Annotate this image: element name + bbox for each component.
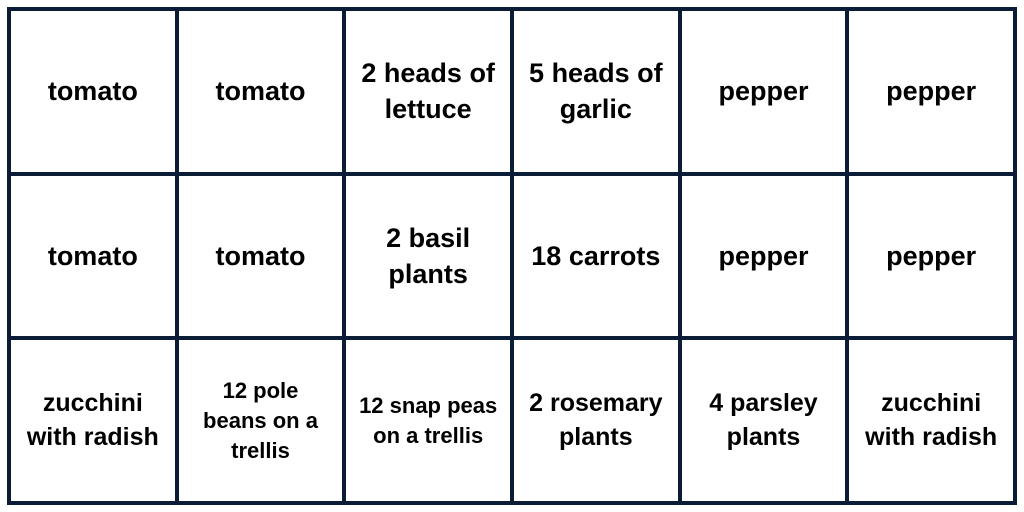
grid-cell: 2 basil plants bbox=[344, 174, 512, 339]
grid-cell: tomato bbox=[177, 174, 345, 339]
grid-cell: tomato bbox=[177, 9, 345, 174]
grid-cell: pepper bbox=[680, 9, 848, 174]
grid-cell: zucchini with radish bbox=[847, 338, 1015, 503]
grid-cell: pepper bbox=[680, 174, 848, 339]
grid-cell: 4 parsley plants bbox=[680, 338, 848, 503]
grid-cell: 2 rosemary plants bbox=[512, 338, 680, 503]
garden-grid: tomato tomato 2 heads of lettuce 5 heads… bbox=[7, 7, 1017, 505]
grid-cell: 12 pole beans on a trellis bbox=[177, 338, 345, 503]
grid-cell: 12 snap peas on a trellis bbox=[344, 338, 512, 503]
grid-cell: tomato bbox=[9, 9, 177, 174]
grid-cell: 5 heads of garlic bbox=[512, 9, 680, 174]
grid-cell: zucchini with radish bbox=[9, 338, 177, 503]
grid-cell: 18 carrots bbox=[512, 174, 680, 339]
grid-cell: tomato bbox=[9, 174, 177, 339]
grid-cell: pepper bbox=[847, 174, 1015, 339]
grid-cell: 2 heads of lettuce bbox=[344, 9, 512, 174]
grid-cell: pepper bbox=[847, 9, 1015, 174]
